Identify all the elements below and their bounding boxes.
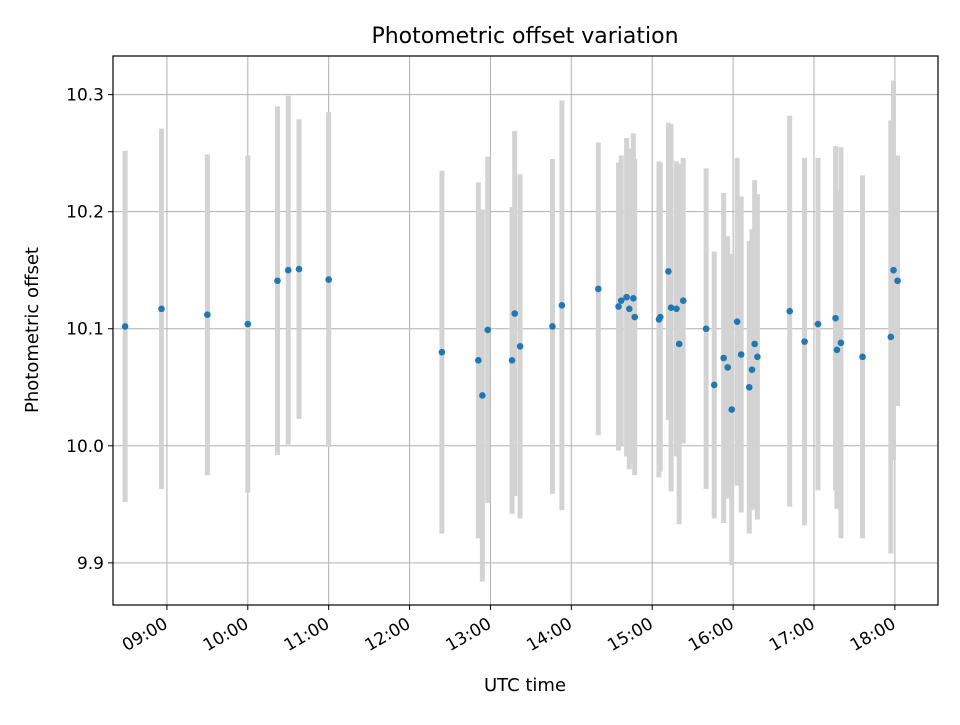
data-point [475, 357, 482, 364]
data-point [890, 266, 897, 274]
chart-title: Photometric offset variation [371, 24, 678, 49]
data-point [274, 277, 281, 285]
y-tick-label: 9.9 [77, 554, 104, 574]
data-point [837, 339, 845, 347]
data-point [832, 314, 839, 322]
data-point [665, 268, 672, 275]
data-point [737, 351, 745, 358]
data-point [733, 318, 741, 326]
data-point [679, 297, 687, 304]
data-point [724, 364, 732, 371]
data-point [894, 277, 901, 285]
y-tick-label: 10.0 [66, 437, 104, 457]
data-point [748, 366, 756, 374]
data-point [754, 353, 761, 361]
y-tick-label: 10.2 [66, 203, 104, 223]
data-point [623, 293, 630, 301]
data-point [549, 323, 556, 330]
data-point [625, 305, 633, 313]
data-point [630, 295, 637, 302]
data-point [594, 285, 602, 293]
data-point [325, 276, 332, 283]
data-point [728, 406, 736, 413]
x-axis-label: UTC time [484, 675, 566, 696]
data-point [284, 266, 292, 274]
data-point [702, 325, 710, 333]
data-point [295, 265, 303, 273]
data-point [657, 313, 664, 321]
data-point [814, 320, 822, 328]
data-point [667, 304, 675, 311]
data-point [508, 357, 516, 364]
data-point [617, 297, 625, 304]
data-point [158, 305, 165, 313]
data-point [631, 313, 638, 321]
y-tick-label: 10.3 [66, 86, 104, 106]
data-point [751, 340, 758, 348]
data-point [833, 346, 841, 354]
data-point [887, 333, 895, 341]
data-point [511, 310, 519, 317]
data-point [479, 392, 486, 399]
data-point [244, 320, 252, 328]
data-point [745, 383, 753, 391]
data-point [801, 338, 808, 345]
data-point [558, 302, 566, 309]
data-point [786, 307, 794, 315]
y-axis-label: Photometric offset [22, 247, 43, 413]
data-point [516, 343, 524, 350]
data-point [675, 340, 683, 348]
data-point [204, 311, 211, 318]
data-point [673, 305, 680, 313]
data-point [710, 381, 718, 389]
y-tick-label: 10.1 [66, 320, 104, 340]
data-points [121, 265, 901, 413]
data-point [484, 326, 492, 334]
data-point [859, 353, 866, 361]
data-point [720, 354, 727, 362]
data-point [121, 323, 129, 330]
data-point [615, 303, 622, 310]
plot-frame [112, 55, 939, 606]
data-point [438, 348, 446, 356]
